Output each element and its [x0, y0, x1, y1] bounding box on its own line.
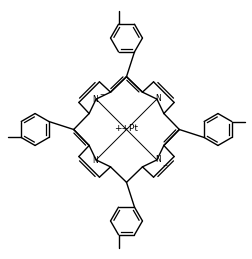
Text: ++Pt: ++Pt — [114, 124, 138, 133]
Text: N: N — [155, 94, 161, 103]
Text: −: − — [161, 162, 167, 167]
Text: N: N — [155, 155, 161, 164]
Text: N: N — [91, 156, 97, 165]
Text: N: N — [91, 95, 97, 104]
Text: −: − — [99, 91, 104, 96]
